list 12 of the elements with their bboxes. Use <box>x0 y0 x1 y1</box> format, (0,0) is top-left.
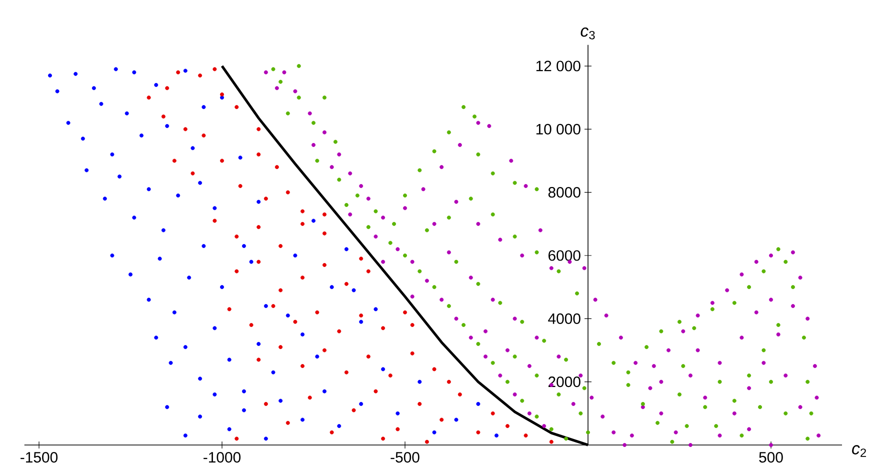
x-tick-label: -500 <box>390 452 420 463</box>
y-tick-label: 12 000 <box>536 60 580 72</box>
y-tick-label: 10 000 <box>536 124 580 134</box>
y-tick-label: 6000 <box>548 250 580 261</box>
y-tick-label: 2000 <box>548 376 580 388</box>
y-axis-title: c$_{3}$ <box>580 28 595 40</box>
y-tick-label: 4000 <box>548 313 580 324</box>
x-tick-label: 500 <box>759 452 783 463</box>
x-tick-label: -1500 <box>20 452 58 463</box>
x-tick-label: -1000 <box>204 452 241 463</box>
x-axis-title: c$_{2}$ <box>852 445 866 457</box>
y-tick-label: 8000 <box>548 187 580 198</box>
